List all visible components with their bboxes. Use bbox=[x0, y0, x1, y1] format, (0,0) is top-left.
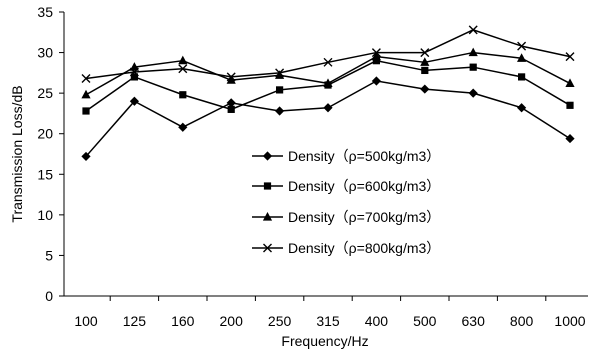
series-2-point bbox=[179, 91, 187, 99]
x-tick-label: 800 bbox=[510, 313, 534, 329]
series-4-point bbox=[178, 64, 188, 74]
series-3-point bbox=[178, 55, 188, 65]
series-3 bbox=[81, 47, 575, 99]
series-2-point bbox=[421, 66, 429, 75]
series-layer bbox=[81, 25, 575, 162]
series-4-point bbox=[129, 67, 139, 77]
series-4-line bbox=[85, 29, 571, 80]
series-4-point bbox=[81, 74, 91, 84]
y-tick-label: 15 bbox=[37, 166, 53, 182]
y-tick-label: 30 bbox=[37, 45, 53, 61]
series-3-point bbox=[371, 51, 381, 61]
series-3-point bbox=[323, 78, 333, 88]
legend-label: Density（ρ=600kg/m3） bbox=[288, 178, 440, 194]
legend: Density（ρ=500kg/m3） Density（ρ=600kg/m3） De… bbox=[252, 148, 440, 256]
series-4-point bbox=[420, 48, 430, 58]
series-3-point bbox=[517, 53, 527, 62]
legend-marker bbox=[262, 151, 273, 161]
series-1-point bbox=[565, 133, 575, 144]
series-1-point bbox=[468, 88, 478, 98]
legend-marker bbox=[263, 182, 272, 190]
series-3-point bbox=[275, 70, 285, 79]
y-axis-title: Transmission Loss/dB bbox=[9, 85, 25, 222]
legend-marker bbox=[262, 212, 273, 221]
series-4-point bbox=[275, 68, 285, 78]
series-2-point bbox=[566, 101, 574, 109]
legend-entry: Density（ρ=500kg/m3） bbox=[252, 148, 440, 164]
x-tick-label: 315 bbox=[316, 313, 340, 329]
series-1-line bbox=[85, 80, 571, 157]
y-tick-label: 10 bbox=[37, 207, 53, 223]
series-1-point bbox=[129, 96, 139, 106]
series-3-point bbox=[81, 89, 91, 99]
series-2-point bbox=[276, 86, 284, 94]
series-4-point bbox=[517, 41, 527, 51]
x-tick-label: 200 bbox=[220, 313, 244, 329]
series-2-point bbox=[82, 107, 90, 115]
y-tick-label: 25 bbox=[37, 85, 53, 101]
series-4 bbox=[81, 25, 575, 84]
series-1-point bbox=[420, 84, 430, 94]
series-4-point bbox=[226, 72, 236, 82]
legend-entry: Density（ρ=600kg/m3） bbox=[252, 178, 440, 194]
x-tick-label: 630 bbox=[462, 313, 486, 329]
legend-label: Density（ρ=800kg/m3） bbox=[288, 240, 440, 256]
series-1-point bbox=[371, 76, 381, 86]
series-2-point bbox=[469, 63, 477, 71]
series-1-point bbox=[178, 122, 188, 132]
series-3-point bbox=[420, 57, 430, 66]
x-tick-label: 500 bbox=[413, 313, 437, 329]
series-1 bbox=[81, 76, 575, 162]
series-4-point bbox=[323, 57, 333, 67]
x-tick-label: 1000 bbox=[554, 313, 585, 329]
series-4-point bbox=[565, 52, 575, 62]
legend-marker bbox=[263, 243, 272, 253]
legend-entry: Density（ρ=700kg/m3） bbox=[252, 209, 440, 225]
x-tick-label: 160 bbox=[171, 313, 195, 329]
series-2-point bbox=[518, 73, 526, 81]
axes: 0 5 10 15 20 25 30 35 100 125 160 200 250 315 400 500 63… bbox=[37, 4, 588, 329]
series-1-point bbox=[226, 98, 236, 108]
series-1-point bbox=[323, 103, 333, 113]
series-1-point bbox=[275, 106, 285, 116]
series-3-point bbox=[468, 47, 478, 57]
series-4-point bbox=[371, 48, 381, 58]
series-1-point bbox=[517, 103, 527, 113]
series-1-point bbox=[81, 151, 91, 162]
series-4-point bbox=[468, 25, 478, 35]
series-2-point bbox=[227, 105, 235, 113]
y-tick-label: 0 bbox=[45, 288, 53, 304]
legend-label: Density（ρ=700kg/m3） bbox=[288, 209, 440, 225]
series-3-point bbox=[129, 62, 139, 71]
series-2-point bbox=[130, 73, 138, 81]
legend-entry: Density（ρ=800kg/m3） bbox=[252, 240, 440, 256]
y-tick-label: 5 bbox=[45, 247, 53, 263]
series-3-point bbox=[565, 78, 575, 88]
series-3-point bbox=[226, 75, 236, 84]
series-2-point bbox=[372, 57, 380, 65]
legend-label: Density（ρ=500kg/m3） bbox=[288, 148, 440, 164]
x-tick-label: 100 bbox=[74, 313, 98, 329]
y-tick-label: 35 bbox=[37, 4, 53, 20]
x-tick-label: 125 bbox=[123, 313, 147, 329]
x-axis-title: Frequency/Hz bbox=[281, 333, 368, 349]
y-tick-label: 20 bbox=[37, 126, 53, 142]
x-tick-label: 250 bbox=[268, 313, 292, 329]
x-tick-label: 400 bbox=[365, 313, 389, 329]
